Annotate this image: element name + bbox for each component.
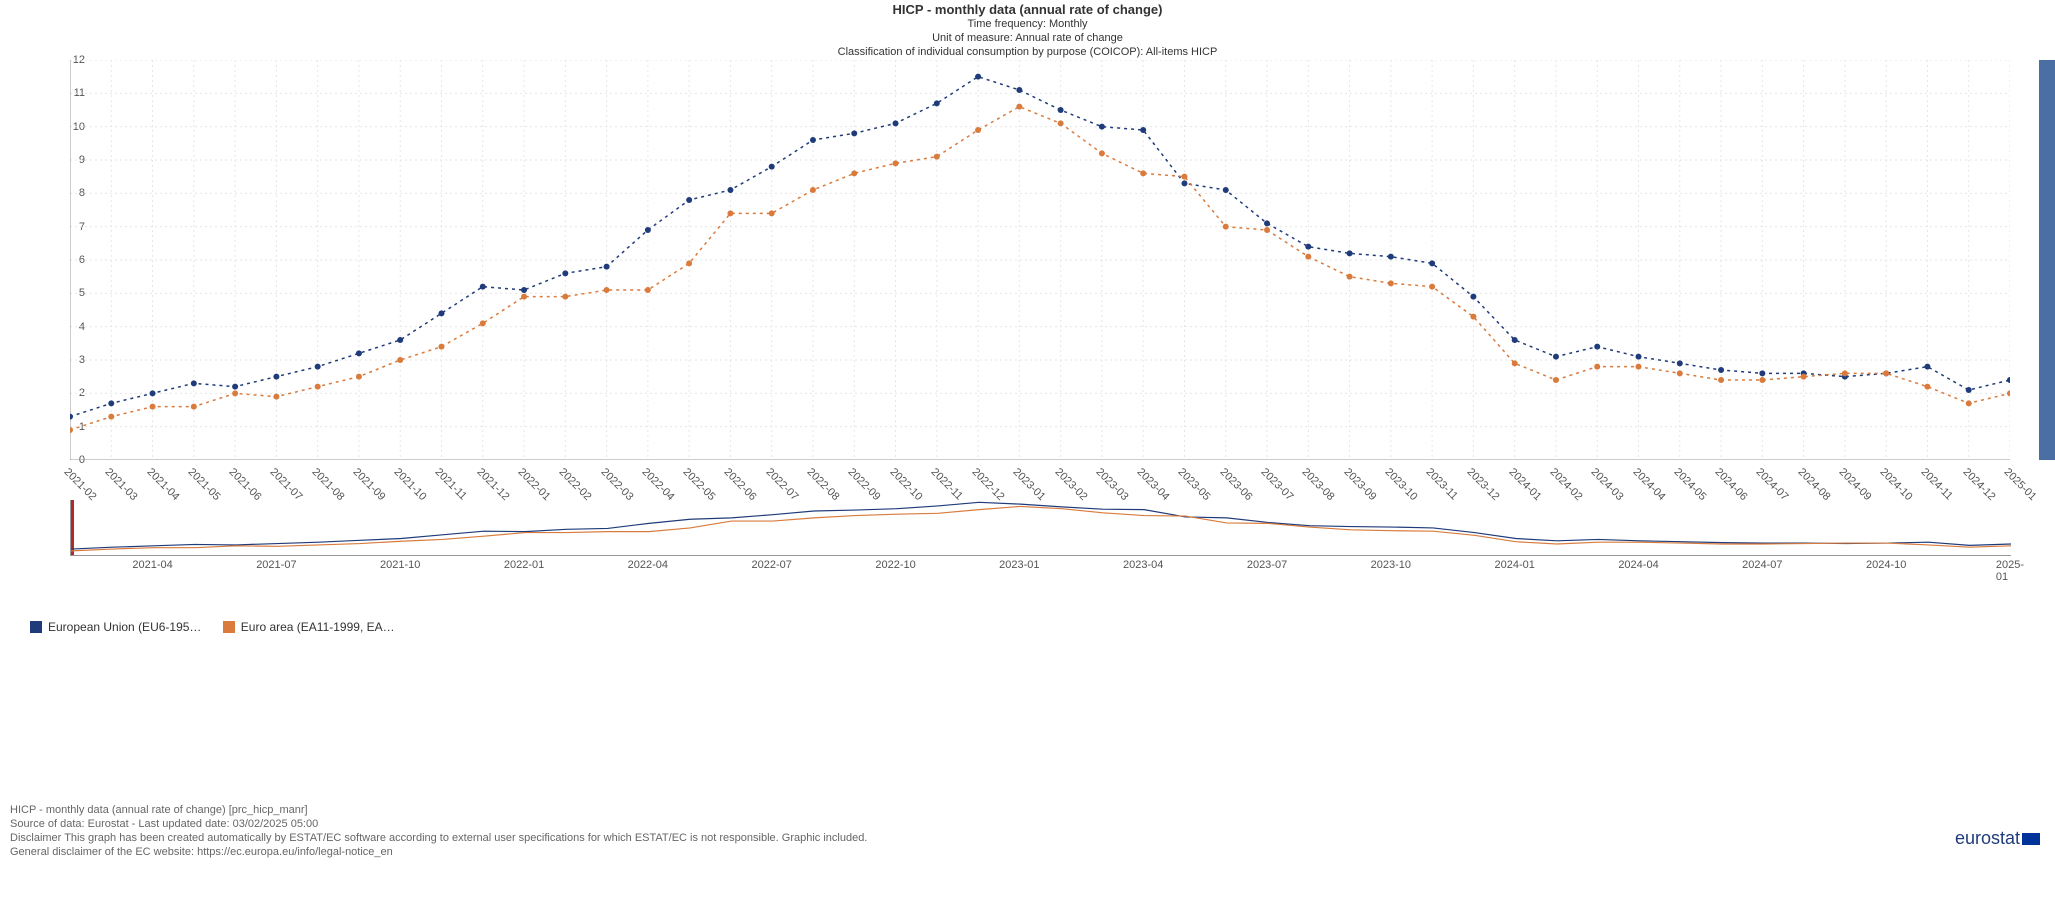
overview-svg [71, 500, 2011, 555]
eurostat-logo: eurostat [1955, 828, 2040, 849]
x-tick-label: 2023-08 [1300, 466, 1337, 503]
x-tick-label: 2023-12 [1465, 466, 1502, 503]
footer-text: HICP - monthly data (annual rate of chan… [10, 803, 867, 859]
legend: European Union (EU6-195… Euro area (EA11… [30, 620, 413, 636]
x-tick-label: 2024-07 [1754, 466, 1791, 503]
x-tick-label: 2022-04 [639, 466, 676, 503]
main-chart: 0123456789101112 2021-022021-032021-0420… [30, 60, 2030, 460]
x-tick-label: 2024-05 [1671, 466, 1708, 503]
overview-plot[interactable] [70, 500, 2011, 556]
eurostat-logo-text: eurostat [1955, 828, 2020, 848]
x-tick-label: 2024-06 [1713, 466, 1750, 503]
overview-tick-label: 2022-04 [628, 559, 668, 571]
x-tick-label: 2024-12 [1960, 466, 1997, 503]
x-tick-label: 2023-01 [1011, 466, 1048, 503]
x-tick-label: 2021-05 [185, 466, 222, 503]
chart-subtitle-2: Unit of measure: Annual rate of change [0, 31, 2055, 45]
x-tick-label: 2023-07 [1259, 466, 1296, 503]
x-tick-label: 2021-08 [309, 466, 346, 503]
overview-tick-label: 2022-10 [875, 559, 915, 571]
overview-tick-label: 2021-04 [132, 559, 172, 571]
x-tick-label: 2022-09 [846, 466, 883, 503]
overview-tick-label: 2021-07 [256, 559, 296, 571]
plot-area[interactable] [70, 60, 2010, 460]
overview-tick-label: 2023-07 [1247, 559, 1287, 571]
footer-line-2: Source of data: Eurostat - Last updated … [10, 817, 867, 831]
legend-swatch-ea [223, 621, 235, 633]
x-tick-label: 2022-11 [928, 466, 964, 502]
chart-title: HICP - monthly data (annual rate of chan… [0, 2, 2055, 17]
x-tick-label: 2024-08 [1795, 466, 1832, 503]
plot-svg [70, 60, 2010, 460]
x-tick-label: 2023-10 [1382, 466, 1419, 503]
x-tick-label: 2023-11 [1424, 466, 1460, 502]
chart-title-block: HICP - monthly data (annual rate of chan… [0, 0, 2055, 59]
overview-tick-label: 2021-10 [380, 559, 420, 571]
legend-swatch-eu [30, 621, 42, 633]
eu-flag-icon [2022, 833, 2040, 845]
x-tick-label: 2024-10 [1878, 466, 1915, 503]
x-tick-label: 2023-02 [1052, 466, 1089, 503]
x-tick-label: 2022-03 [598, 466, 635, 503]
overview-tick-label: 2024-07 [1742, 559, 1782, 571]
overview-tick-label: 2023-10 [1371, 559, 1411, 571]
legend-label-ea: Euro area (EA11-1999, EA… [241, 620, 395, 634]
overview-tick-label: 2024-01 [1494, 559, 1534, 571]
x-tick-label: 2021-10 [392, 466, 429, 503]
x-tick-label: 2021-03 [103, 466, 140, 503]
x-tick-label: 2025-01 [2002, 466, 2039, 503]
x-tick-label: 2021-12 [474, 466, 511, 503]
x-tick-label: 2022-05 [681, 466, 718, 503]
x-tick-label: 2021-04 [144, 466, 181, 503]
x-tick-label: 2022-01 [516, 466, 553, 503]
overview-tick-label: 2024-10 [1866, 559, 1906, 571]
x-tick-label: 2021-07 [268, 466, 305, 503]
x-tick-label: 2023-04 [1135, 466, 1172, 503]
chart-subtitle-3: Classification of individual consumption… [0, 45, 2055, 59]
legend-item-eu[interactable]: European Union (EU6-195… [30, 620, 201, 634]
footer-line-1: HICP - monthly data (annual rate of chan… [10, 803, 867, 817]
footer-line-3: Disclaimer This graph has been created a… [10, 831, 867, 845]
x-tick-label: 2024-02 [1547, 466, 1584, 503]
x-tick-label: 2021-02 [62, 466, 99, 503]
x-tick-label: 2021-11 [433, 466, 469, 502]
x-tick-label: 2021-06 [227, 466, 264, 503]
overview-tick-label: 2023-01 [999, 559, 1039, 571]
x-tick-label: 2024-11 [1919, 466, 1955, 502]
x-tick-label: 2022-10 [887, 466, 924, 503]
legend-label-eu: European Union (EU6-195… [48, 620, 201, 634]
footer-line-4: General disclaimer of the EC website: ht… [10, 845, 867, 859]
x-tick-label: 2023-03 [1093, 466, 1130, 503]
vertical-scrollbar[interactable] [2039, 60, 2055, 460]
x-tick-label: 2022-07 [763, 466, 800, 503]
x-tick-label: 2022-12 [970, 466, 1007, 503]
overview-tick-label: 2022-07 [752, 559, 792, 571]
x-tick-label: 2021-09 [350, 466, 387, 503]
x-tick-label: 2024-01 [1506, 466, 1543, 503]
chart-subtitle-1: Time frequency: Monthly [0, 17, 2055, 31]
overview-tick-label: 2024-04 [1618, 559, 1658, 571]
x-tick-label: 2024-04 [1630, 466, 1667, 503]
x-tick-label: 2023-09 [1341, 466, 1378, 503]
overview-tick-label: 2022-01 [504, 559, 544, 571]
x-tick-label: 2024-09 [1836, 466, 1873, 503]
overview-tick-label: 2023-04 [1123, 559, 1163, 571]
x-tick-label: 2024-03 [1589, 466, 1626, 503]
x-tick-label: 2022-08 [804, 466, 841, 503]
x-tick-label: 2022-02 [557, 466, 594, 503]
overview-chart[interactable]: 2021-04 2021-07 2021-10 2022-01 2022-04 2022-… [30, 500, 2030, 570]
overview-tick-label: 2025-01 [1996, 559, 2024, 583]
x-tick-label: 2022-06 [722, 466, 759, 503]
x-tick-label: 2023-06 [1217, 466, 1254, 503]
x-tick-label: 2023-05 [1176, 466, 1213, 503]
legend-item-ea[interactable]: Euro area (EA11-1999, EA… [223, 620, 395, 634]
